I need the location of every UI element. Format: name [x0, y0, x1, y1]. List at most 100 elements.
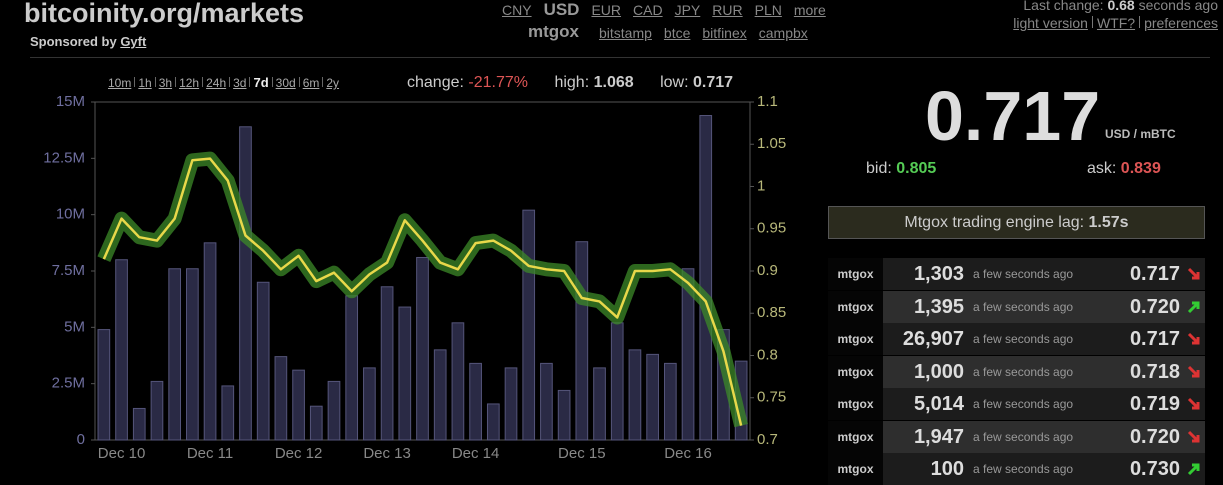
last-change-unit: seconds ago	[1138, 0, 1218, 13]
exchange-link[interactable]: btce	[663, 25, 691, 41]
exchange-link[interactable]: campbx	[758, 25, 808, 41]
separator	[322, 77, 324, 87]
volume-bar	[186, 268, 199, 441]
range-link[interactable]: 1h	[138, 76, 152, 90]
currency-link[interactable]: PLN	[754, 2, 782, 18]
sponsor: Sponsored by Gyft	[30, 34, 146, 49]
last-change-label: Last change:	[1023, 0, 1104, 13]
volume-bar	[433, 349, 447, 441]
trade-exchange: mtgox	[828, 388, 883, 420]
ask: ask: 0.839	[1087, 160, 1161, 178]
trade-amount: 100	[930, 458, 964, 480]
currency-link[interactable]: JPY	[674, 2, 701, 18]
volume-bar	[628, 349, 642, 441]
separator	[134, 77, 136, 87]
volume-bar	[380, 286, 394, 441]
direction-arrow	[1187, 365, 1200, 377]
site-title[interactable]: bitcoinity.org/markets	[24, 0, 305, 28]
y2-tick-label: 0.9	[757, 262, 778, 279]
currency-link[interactable]: RUR	[712, 2, 743, 18]
direction-arrow	[1187, 301, 1200, 313]
change-label: change:	[407, 74, 464, 91]
volume-bar	[486, 403, 500, 441]
divider	[30, 57, 1210, 58]
trade-amount: 5,014	[913, 393, 964, 415]
separator	[1139, 16, 1141, 28]
price-unit: USD / mBTC	[1105, 127, 1176, 141]
volume-bar	[115, 259, 128, 441]
currency-link[interactable]: CAD	[633, 2, 663, 18]
direction-arrow	[1187, 430, 1200, 442]
trade-row: mtgox 1,000 a few seconds ago 0.718	[828, 355, 1205, 388]
y-tick-label: 12.5M	[43, 149, 85, 166]
range-link[interactable]: 3h	[158, 76, 173, 90]
volume-bar	[557, 389, 571, 441]
trade-time: a few seconds ago	[973, 299, 1074, 314]
y-tick-label: 2.5M	[52, 375, 85, 392]
volume-bar	[345, 295, 359, 441]
y2-tick-label: 1	[757, 177, 765, 194]
volume-bar	[203, 242, 217, 441]
trade-time: a few seconds ago	[973, 462, 1074, 476]
trade-row: mtgox 1,395 a few seconds ago 0.720	[828, 290, 1205, 323]
volume-bar	[150, 380, 164, 441]
volume-bar	[239, 126, 252, 441]
volume-bar	[309, 405, 323, 441]
volume-bar	[221, 385, 235, 441]
high-label: high:	[554, 74, 590, 91]
volume-bar	[292, 369, 305, 441]
y-tick-label: 5M	[64, 318, 85, 335]
selected-exchange: mtgox	[528, 22, 579, 41]
range-link[interactable]: 30d	[275, 76, 296, 90]
range-link[interactable]: 12h	[179, 76, 200, 90]
lag-label: Mtgox trading engine lag:	[904, 214, 1085, 231]
currency-link[interactable]: more	[793, 2, 826, 18]
volume-bar	[274, 356, 288, 441]
stats: change: -21.77% high: 1.068 low: 0.717	[407, 74, 733, 92]
header-link[interactable]: light version	[1013, 15, 1088, 31]
direction-arrow	[1187, 267, 1200, 280]
y-tick-label: 15M	[56, 93, 85, 110]
last-price: 0.717	[925, 77, 1101, 155]
trade-exchange: mtgox	[828, 355, 883, 388]
trade-exchange: mtgox	[828, 453, 883, 485]
range-list: 10m 1h 3h 12h 24h 3d 7d 30d 6m 2y	[108, 75, 339, 90]
trade-row: mtgox 100 a few seconds ago 0.730	[828, 453, 1205, 485]
volume-bar	[699, 115, 713, 441]
separator	[154, 77, 156, 87]
currency-link[interactable]: CNY	[502, 2, 532, 18]
y2-tick-label: 1.05	[757, 135, 786, 152]
volume-bar	[646, 353, 659, 441]
range-link[interactable]: 24h	[206, 76, 227, 90]
volume-bar	[97, 329, 111, 441]
ask-value: 0.839	[1120, 160, 1161, 177]
volume-bar	[256, 281, 270, 441]
trade-price: 0.730	[1129, 458, 1180, 480]
last-change-value: 0.68	[1107, 0, 1135, 13]
header-link[interactable]: preferences	[1144, 15, 1218, 31]
separator	[298, 77, 300, 87]
bid: bid: 0.805	[866, 160, 936, 178]
exchange-link[interactable]: bitfinex	[702, 25, 747, 41]
exchange-link[interactable]: bitstamp	[599, 25, 652, 41]
trade-row: mtgox 1,947 a few seconds ago 0.720	[828, 420, 1205, 453]
header-link[interactable]: WTF?	[1096, 15, 1136, 31]
range-link[interactable]: 3d	[233, 76, 247, 90]
sponsor-link[interactable]: Gyft	[120, 34, 147, 49]
range-link[interactable]: 6m	[302, 76, 320, 90]
trade-time: a few seconds ago	[973, 397, 1074, 411]
y2-tick-label: 0.8	[757, 346, 778, 363]
volume-bar	[363, 367, 376, 441]
change-value: -21.77%	[468, 74, 528, 91]
currency-link[interactable]: EUR	[591, 2, 622, 18]
volume-bar	[168, 268, 182, 441]
currency-list: CNY USD EUR CAD JPY RUR PLN more	[502, 0, 826, 20]
trade-price: 0.717	[1129, 328, 1180, 350]
last-change: Last change: 0.68 seconds ago	[1023, 0, 1218, 13]
trade-amount: 26,907	[902, 328, 964, 350]
trade-price: 0.719	[1129, 393, 1180, 415]
range-link[interactable]: 2y	[326, 76, 340, 90]
x-tick-label: Dec 10	[98, 445, 146, 462]
separator	[1091, 16, 1093, 28]
range-link[interactable]: 10m	[108, 76, 132, 90]
